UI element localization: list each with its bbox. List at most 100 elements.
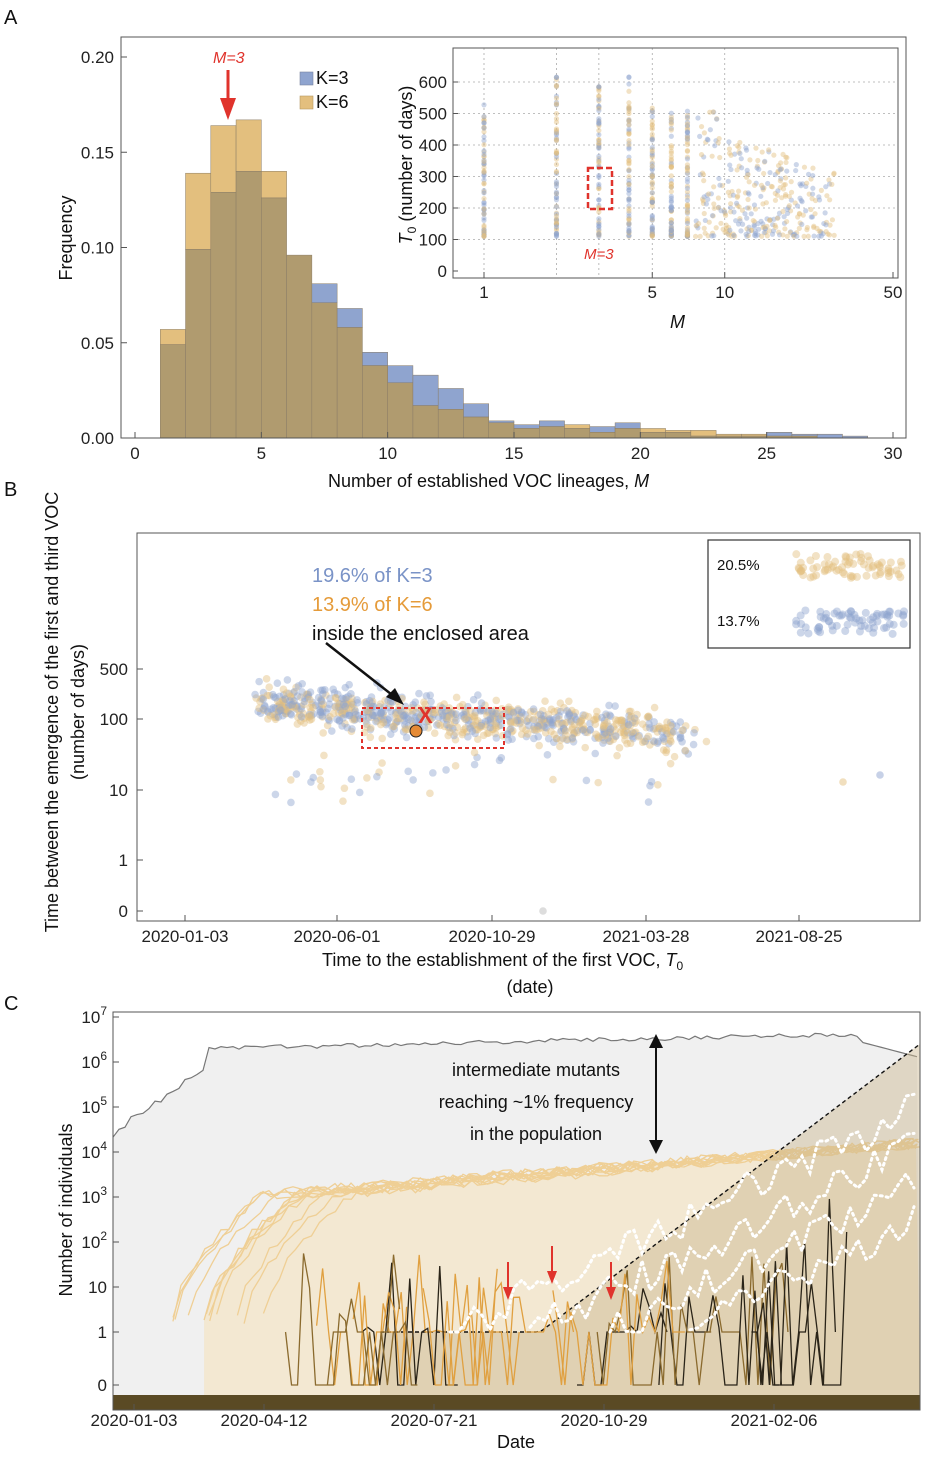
- panel-label-b: B: [4, 479, 17, 501]
- inset-point: [649, 198, 655, 204]
- b-point: [530, 707, 538, 716]
- c-voc-line: [380, 1043, 921, 1333]
- inset-point: [649, 190, 655, 196]
- b-legend-point-k6: [877, 558, 886, 567]
- inset-point: [481, 169, 487, 176]
- b-point: [631, 719, 639, 728]
- b-point: [676, 730, 685, 739]
- b-point: [260, 701, 269, 710]
- inset-point: [709, 230, 716, 236]
- b-point: [630, 714, 639, 723]
- inset-highlight-box: [586, 166, 614, 211]
- b-marker-circle: [409, 724, 423, 738]
- b-point: [415, 714, 423, 722]
- inset-point: [762, 229, 769, 236]
- inset-point: [751, 232, 758, 238]
- b-point: [563, 707, 571, 715]
- inset-point: [758, 182, 765, 188]
- inset-point: [739, 165, 745, 171]
- inset-point: [786, 204, 792, 211]
- inset-point: [700, 198, 706, 204]
- inset-point: [481, 151, 487, 158]
- inset-point: [804, 180, 810, 186]
- b-point: [353, 696, 361, 704]
- inset-point: [684, 170, 691, 176]
- b-point: [522, 726, 530, 734]
- b-point: [378, 734, 387, 743]
- inset-point: [553, 169, 560, 176]
- b-point: [506, 719, 515, 728]
- inset-point: [481, 195, 487, 202]
- bar-top-15: [513, 424, 540, 429]
- b-point: [316, 711, 324, 719]
- b-legend-point-k3: [899, 607, 908, 616]
- inset-point: [626, 184, 632, 190]
- b-point: [538, 707, 547, 715]
- inset-point: [814, 225, 820, 231]
- inset-point: [553, 213, 560, 219]
- b-point: [555, 715, 563, 723]
- inset-point: [700, 172, 707, 178]
- inset-point: [596, 174, 602, 180]
- b-point: [543, 751, 552, 759]
- b-point: [368, 711, 377, 720]
- inset-point: [626, 230, 632, 236]
- b-legend-point-k6: [868, 563, 877, 572]
- inset-point: [596, 231, 602, 237]
- inset-point: [752, 230, 759, 237]
- inset-point: [701, 130, 707, 136]
- b-point: [690, 729, 698, 737]
- b-point: [422, 718, 430, 726]
- b-point: [382, 720, 390, 729]
- b-point: [603, 718, 611, 727]
- inset-point: [481, 215, 487, 221]
- b-point: [644, 732, 653, 741]
- b-legend-point-k6: [873, 560, 882, 569]
- inset-point: [777, 178, 783, 184]
- b-point: [653, 728, 662, 736]
- inset-point: [797, 195, 803, 201]
- inset-point: [798, 183, 804, 189]
- b-legend-point-k6: [831, 557, 840, 566]
- inset-point: [822, 210, 828, 216]
- b-point: [620, 731, 629, 740]
- inset-point: [684, 231, 691, 237]
- inset-point: [626, 203, 632, 209]
- inset-point: [668, 227, 674, 233]
- b-point: [522, 717, 531, 726]
- b-legend-point-k6: [862, 571, 871, 580]
- b-point: [401, 711, 409, 719]
- b-point: [384, 716, 392, 724]
- b-point: [581, 711, 589, 720]
- inset-point: [553, 217, 560, 223]
- inset-point: [816, 194, 822, 200]
- b-point: [534, 711, 543, 719]
- b-point: [282, 689, 291, 697]
- b-point: [512, 719, 521, 727]
- b-point: [623, 719, 631, 727]
- b-point: [490, 714, 498, 722]
- b-point: [593, 714, 602, 723]
- y-tick-label: 0.00: [81, 429, 114, 448]
- b-point: [378, 759, 386, 767]
- inset-point: [794, 233, 800, 239]
- b-point: [545, 715, 554, 723]
- bar-top-25: [766, 432, 793, 437]
- bar-top-11: [412, 374, 439, 406]
- b-point: [458, 700, 467, 709]
- inset-point: [626, 131, 632, 137]
- inset-point: [811, 233, 817, 239]
- b-point: [305, 716, 314, 724]
- b-point: [642, 723, 650, 732]
- b-point: [469, 721, 477, 729]
- bar-top-24: [741, 433, 767, 437]
- inset-point: [626, 104, 632, 110]
- b-point: [444, 708, 453, 716]
- b-point: [557, 726, 566, 735]
- inset-point: [481, 188, 487, 194]
- c-mutant-line: [447, 1287, 575, 1386]
- inset-point: [596, 127, 602, 134]
- inset-point: [596, 123, 602, 129]
- b-point: [644, 798, 653, 806]
